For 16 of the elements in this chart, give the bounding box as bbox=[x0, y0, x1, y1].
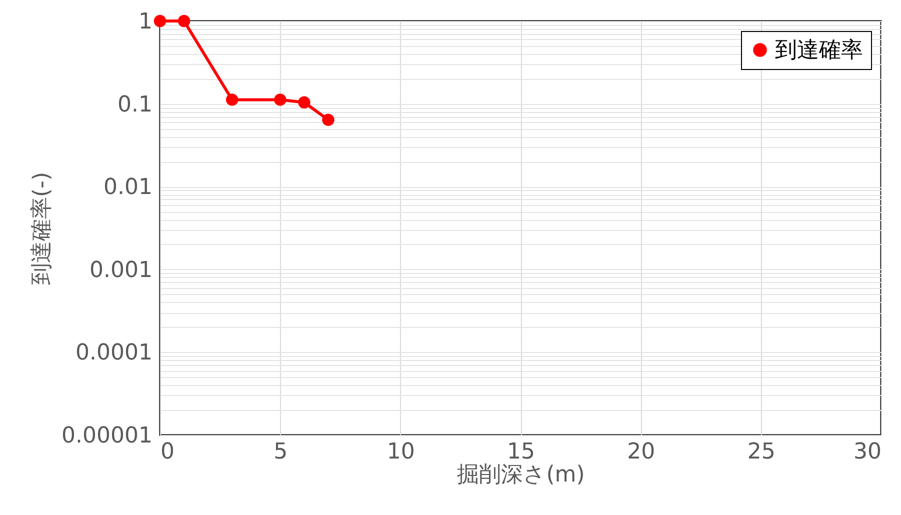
y-tick-label: 0.0001 bbox=[76, 340, 152, 366]
y-axis-title: 到達確率(-) bbox=[30, 172, 55, 286]
x-tick-label: 20 bbox=[627, 440, 656, 464]
x-tick-label: 30 bbox=[854, 440, 882, 464]
x-axis-title: 掘削深さ(m) bbox=[457, 462, 585, 488]
legend-label: 到達確率 bbox=[775, 38, 863, 63]
y-tick-label: 0.00001 bbox=[62, 424, 152, 448]
y-tick-label: 0.01 bbox=[104, 175, 152, 200]
x-tick-label: 5 bbox=[274, 440, 288, 464]
y-tick-label: 1 bbox=[138, 10, 152, 34]
x-tick-label: 15 bbox=[507, 440, 535, 464]
x-tick-label: 10 bbox=[386, 440, 415, 464]
y-tick-label: 0.001 bbox=[90, 258, 152, 283]
y-tick-label: 0.1 bbox=[118, 92, 152, 118]
x-tick-label: 25 bbox=[747, 440, 776, 464]
x-tick-label: 0 bbox=[160, 440, 174, 464]
